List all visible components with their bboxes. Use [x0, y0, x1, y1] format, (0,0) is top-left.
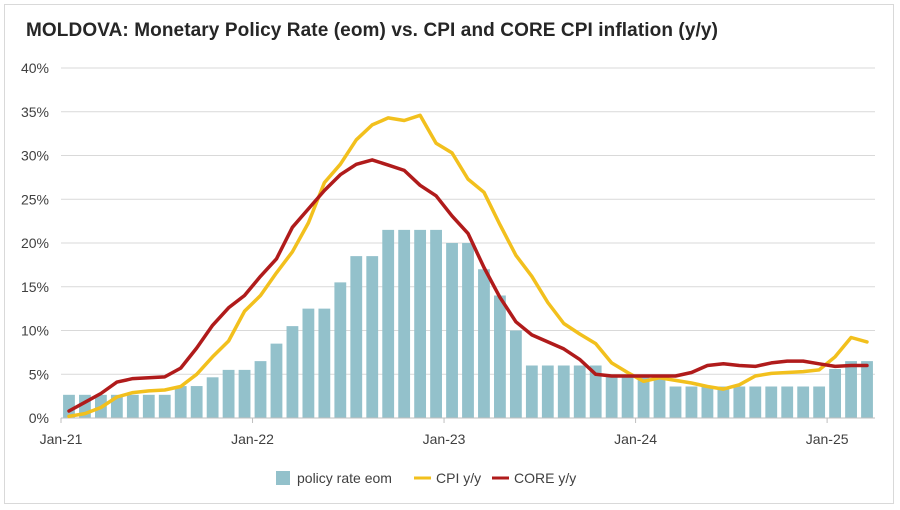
- bar-policy-rate: [765, 386, 778, 418]
- bar-policy-rate: [190, 386, 203, 418]
- y-tick-label: 0%: [29, 410, 49, 426]
- y-tick-label: 10%: [21, 323, 49, 339]
- bar-policy-rate: [334, 282, 347, 418]
- bar-policy-rate: [861, 361, 873, 418]
- bar-policy-rate: [478, 269, 490, 418]
- legend-label-cpi: CPI y/y: [436, 470, 481, 486]
- x-tick-label: Jan-24: [614, 431, 657, 447]
- bar-policy-rate: [398, 229, 411, 418]
- x-tick-label: Jan-25: [806, 431, 849, 447]
- bar-policy-rate: [158, 394, 171, 418]
- bar-policy-rate: [589, 365, 602, 418]
- bar-policy-rate: [366, 256, 379, 418]
- bar-policy-rate: [541, 365, 554, 418]
- y-tick-label: 5%: [29, 366, 49, 382]
- bar-policy-rate: [462, 243, 474, 418]
- bar-policy-rate: [749, 386, 762, 418]
- bar-policy-rate: [318, 308, 331, 418]
- bar-policy-rate: [174, 386, 187, 418]
- bar-policy-rate: [430, 229, 442, 418]
- bar-policy-rate: [701, 386, 714, 418]
- legend-label-policy-rate: policy rate eom: [297, 470, 392, 486]
- y-tick-label: 35%: [21, 104, 49, 120]
- bar-policy-rate: [637, 376, 650, 418]
- bar-policy-rate: [717, 386, 730, 418]
- bar-policy-rate: [286, 326, 299, 418]
- bar-policy-rate: [733, 386, 746, 418]
- bar-policy-rate: [238, 369, 251, 418]
- bar-policy-rate: [350, 256, 363, 418]
- legend-label-core: CORE y/y: [514, 470, 576, 486]
- bar-policy-rate: [813, 386, 826, 418]
- bar-policy-rate: [573, 365, 586, 418]
- y-tick-label: 15%: [21, 279, 49, 295]
- bar-policy-rate: [621, 376, 634, 418]
- y-tick-label: 20%: [21, 235, 49, 251]
- y-tick-label: 40%: [21, 60, 49, 76]
- bar-policy-rate: [110, 394, 123, 418]
- chart-frame: [4, 4, 894, 504]
- core-line: [67, 158, 869, 413]
- bar-policy-rate: [797, 386, 810, 418]
- bar-policy-rate: [382, 229, 395, 418]
- chart-title: MOLDOVA: Monetary Policy Rate (eom) vs. …: [26, 20, 718, 41]
- bar-policy-rate: [494, 295, 506, 418]
- bar-policy-rate: [845, 361, 857, 418]
- bar-policy-rate: [302, 308, 315, 418]
- bar-policy-rate: [685, 386, 698, 418]
- y-tick-label: 30%: [21, 148, 49, 164]
- x-tick-label: Jan-23: [423, 431, 466, 447]
- bar-policy-rate: [142, 394, 155, 418]
- bar-policy-rate: [605, 376, 618, 418]
- x-tick-label: Jan-22: [231, 431, 274, 447]
- bar-policy-rate: [206, 377, 219, 418]
- y-tick-label: 25%: [21, 191, 49, 207]
- bar-policy-rate: [254, 361, 267, 418]
- bar-policy-rate: [669, 386, 682, 418]
- cpi-line: [67, 113, 869, 419]
- bar-policy-rate: [446, 243, 458, 418]
- bar-policy-rate: [79, 394, 91, 418]
- bar-policy-rate: [653, 376, 666, 418]
- bar-policy-rate: [270, 343, 283, 418]
- bar-policy-rate: [126, 394, 139, 418]
- bar-policy-rate: [781, 386, 794, 418]
- bar-policy-rate: [557, 365, 570, 418]
- bar-policy-rate: [525, 365, 538, 418]
- bar-policy-rate: [509, 330, 522, 418]
- legend-swatch-policy-rate: [276, 471, 290, 485]
- bar-policy-rate: [63, 394, 75, 418]
- bar-policy-rate: [222, 369, 235, 418]
- x-tick-label: Jan-21: [40, 431, 83, 447]
- bar-policy-rate: [829, 369, 842, 418]
- bar-policy-rate: [414, 229, 427, 418]
